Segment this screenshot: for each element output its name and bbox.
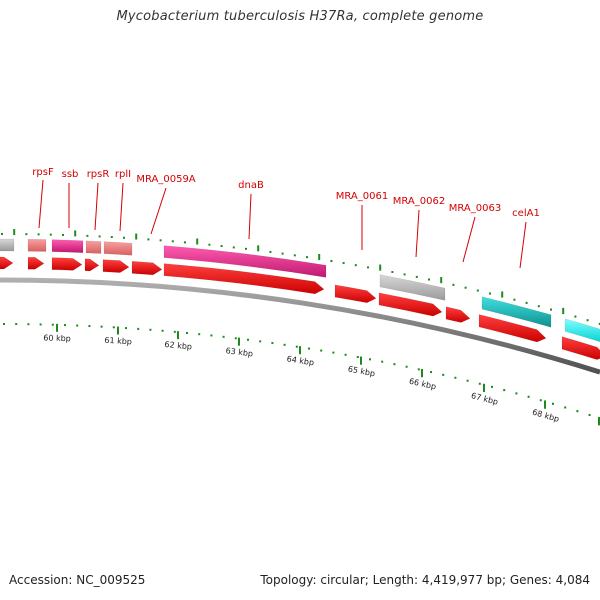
feature-block — [51, 239, 84, 253]
cds-arrow — [0, 256, 14, 270]
feature-block — [103, 241, 133, 256]
kbp-label: 67 kbp — [470, 391, 499, 407]
gene-leader-line — [248, 193, 252, 240]
feature-block — [481, 296, 552, 328]
gene-leader-line — [150, 187, 167, 235]
gene-leader-line — [415, 209, 420, 258]
kbp-label: 62 kbp — [164, 340, 192, 351]
gene-leader-line — [519, 221, 527, 269]
gene-label: rpsF — [32, 167, 54, 178]
kbp-label: 60 kbp — [43, 333, 71, 343]
gene-label: dnaB — [238, 180, 264, 191]
gene-label: rpsR — [87, 169, 110, 180]
feature-block — [0, 238, 15, 252]
gene-label: MRA_0062 — [393, 196, 445, 207]
feature-block — [564, 318, 600, 343]
feature-block — [85, 240, 102, 254]
feature-block — [27, 238, 47, 252]
gene-leader-line — [462, 216, 476, 263]
cds-arrow — [84, 258, 100, 272]
cds-arrow — [51, 257, 83, 271]
cds-arrow — [561, 336, 600, 360]
gene-label: rplI — [115, 169, 131, 180]
gene-leader-line — [119, 182, 124, 232]
cds-arrow — [334, 284, 377, 304]
kbp-label: 65 kbp — [347, 364, 376, 378]
gene-label: MRA_0059A — [136, 174, 195, 185]
cds-arrow — [102, 259, 130, 273]
map-title: Mycobacterium tuberculosis H37Ra, comple… — [116, 9, 484, 24]
gene-leader-line — [38, 179, 44, 229]
cds-arrow — [478, 314, 547, 343]
kbp-label: 68 kbp — [531, 408, 560, 424]
cds-arrow — [378, 292, 443, 317]
genome-stats-text: Topology: circular; Length: 4,419,977 bp… — [260, 573, 590, 587]
gene-leader-line — [94, 182, 99, 231]
cds-arrow — [163, 263, 325, 295]
kbp-label: 66 kbp — [408, 377, 437, 392]
feature-block — [163, 245, 327, 278]
gene-label: MRA_0061 — [336, 191, 388, 202]
genome-backbone — [0, 277, 600, 375]
kbp-label: 63 kbp — [225, 346, 253, 358]
cds-arrow — [131, 261, 163, 276]
kbp-label: 64 kbp — [286, 354, 315, 367]
gene-label: celA1 — [512, 208, 540, 219]
cds-arrow — [445, 306, 471, 323]
feature-block — [379, 274, 446, 301]
cds-arrow — [27, 256, 45, 270]
kbp-label: 61 kbp — [104, 336, 132, 347]
gene-label: ssb — [62, 169, 79, 180]
accession-text: Accession: NC_009525 — [9, 573, 146, 587]
gene-label: MRA_0063 — [449, 203, 501, 214]
